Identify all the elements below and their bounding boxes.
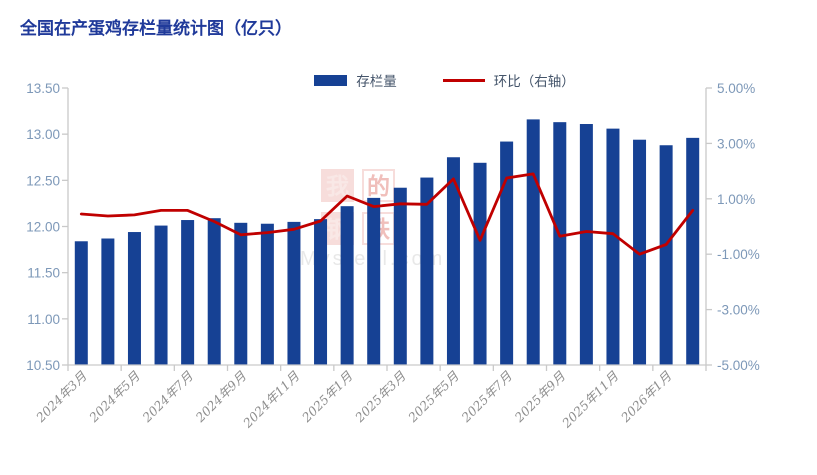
axes — [62, 87, 712, 371]
legend-item-mom: 环比（右轴） — [442, 70, 575, 90]
bar-2024年10月 — [260, 223, 274, 365]
svg-text:12.50: 12.50 — [26, 173, 60, 188]
svg-text:2025年5月: 2025年5月 — [404, 368, 461, 425]
svg-text:2026年1月: 2026年1月 — [617, 368, 674, 425]
bar-series-swatch — [314, 74, 348, 86]
bar-2025年5月 — [446, 157, 460, 365]
right-axis-labels: 5.00% 3.00% 1.00% -1.00% -3.00% -5.00% — [717, 81, 760, 373]
svg-text:1.00%: 1.00% — [717, 192, 755, 207]
svg-text:11.50: 11.50 — [27, 266, 60, 281]
svg-text:2025年7月: 2025年7月 — [458, 368, 515, 425]
svg-text:12.00: 12.00 — [26, 220, 60, 235]
svg-text:2024年9月: 2024年9月 — [192, 368, 249, 425]
legend: 存栏量 环比（右轴） — [0, 70, 817, 90]
bar-2026年2月 — [686, 137, 700, 365]
svg-text:2025年1月: 2025年1月 — [298, 368, 355, 425]
bar-2025年10月 — [579, 124, 593, 365]
bar-2024年8月 — [207, 218, 221, 365]
svg-text:11.00: 11.00 — [27, 312, 60, 327]
svg-text:13.50: 13.50 — [26, 81, 60, 96]
bar-2024年9月 — [234, 222, 248, 365]
bar-2025年8月 — [526, 119, 540, 365]
legend-label-inventory: 存栏量 — [356, 74, 397, 90]
bar-2025年6月 — [473, 162, 487, 365]
x-axis-labels: 2024年3月2024年5月2024年7月2024年9月2024年11月2025… — [32, 368, 674, 431]
bar-2025年4月 — [420, 177, 434, 365]
bar-2025年2月 — [367, 197, 381, 365]
svg-text:2024年11月: 2024年11月 — [239, 368, 302, 431]
svg-text:的: 的 — [367, 173, 390, 199]
svg-text:-1.00%: -1.00% — [717, 247, 760, 262]
bar-2024年4月 — [101, 238, 115, 365]
svg-text:2024年5月: 2024年5月 — [85, 368, 142, 425]
bar-2024年5月 — [127, 232, 141, 365]
svg-text:2024年3月: 2024年3月 — [32, 368, 89, 425]
svg-text:2025年3月: 2025年3月 — [351, 368, 408, 425]
bar-2025年7月 — [500, 141, 514, 365]
bar-2025年3月 — [393, 187, 407, 365]
svg-text:-3.00%: -3.00% — [717, 303, 760, 318]
svg-text:10.50: 10.50 — [26, 358, 60, 373]
svg-text:13.00: 13.00 — [26, 127, 60, 142]
svg-text:5.00%: 5.00% — [717, 81, 755, 96]
legend-label-mom: 环比（右轴） — [493, 74, 575, 90]
bar-2025年1月 — [340, 206, 354, 365]
svg-text:2024年7月: 2024年7月 — [139, 368, 196, 425]
svg-text:2025年9月: 2025年9月 — [511, 368, 568, 425]
bar-2025年12月 — [633, 139, 647, 365]
bar-2024年6月 — [154, 225, 168, 365]
chart-title: 全国在产蛋鸡存栏量统计图（亿只） — [20, 19, 292, 39]
left-axis-labels: 13.50 13.00 12.50 12.00 11.50 11.00 10.50 — [26, 81, 60, 373]
bar-series — [74, 119, 700, 365]
bar-2024年3月 — [74, 241, 88, 365]
bar-2024年11月 — [287, 221, 301, 365]
bar-2026年1月 — [659, 145, 673, 365]
svg-text:-5.00%: -5.00% — [717, 358, 760, 373]
svg-text:我: 我 — [326, 173, 349, 199]
bar-2025年9月 — [553, 122, 567, 365]
svg-text:3.00%: 3.00% — [717, 136, 755, 151]
line-series-swatch — [442, 78, 485, 82]
bar-2024年12月 — [314, 219, 328, 365]
svg-text:2025年11月: 2025年11月 — [558, 368, 621, 431]
legend-item-inventory: 存栏量 — [314, 70, 397, 90]
bar-2024年7月 — [181, 220, 195, 365]
bar-2025年11月 — [606, 128, 620, 365]
mom-trend-line — [79, 172, 695, 256]
